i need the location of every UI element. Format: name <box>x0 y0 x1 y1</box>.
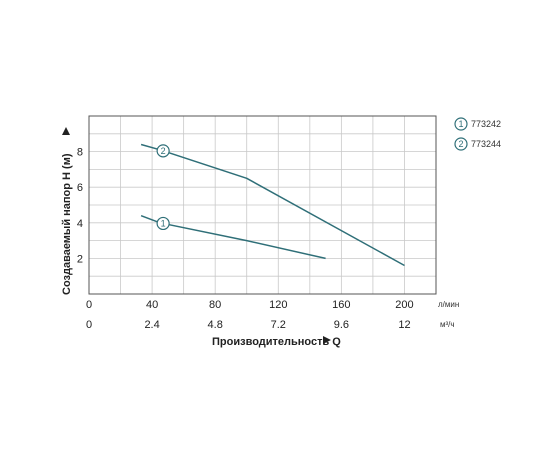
x-tick-label-secondary: 0 <box>86 319 92 331</box>
x-axis-title: Производительность Q <box>212 336 341 348</box>
x-tick-label-secondary: 2.4 <box>144 319 159 331</box>
legend-entry-label: 773242 <box>471 119 501 129</box>
x-unit-primary: л/мин <box>438 300 459 309</box>
series-lines <box>140 143 405 267</box>
series-marker-2 <box>156 144 170 158</box>
x-tick-label-secondary: 7.2 <box>271 319 286 331</box>
legend-marker-label: 2 <box>458 139 463 149</box>
legend-marker-label: 1 <box>458 119 463 129</box>
x-axis-arrow-icon <box>323 336 331 344</box>
x-axis-title-text: Производительность Q <box>212 336 341 348</box>
y-axis-arrow-icon <box>62 127 70 135</box>
x-tick-label-primary: 120 <box>269 299 287 311</box>
y-tick-label: 6 <box>77 182 83 194</box>
x-tick-label-primary: 40 <box>146 299 158 311</box>
series-marker-label: 2 <box>161 146 166 156</box>
legend-entry-label: 773244 <box>471 139 501 149</box>
x-tick-label-primary: 160 <box>332 299 350 311</box>
x-tick-labels-primary: 0 40 80 120 160 200 <box>86 299 414 311</box>
legend-marker <box>454 137 468 151</box>
series-marker-1 <box>156 216 170 231</box>
x-tick-label-secondary: 9.6 <box>334 319 349 331</box>
x-tick-label-secondary: 4.8 <box>208 319 223 331</box>
y-axis-title: Создаваемый напор H (м) <box>61 127 73 295</box>
y-tick-labels: 2 4 6 8 <box>77 147 83 266</box>
x-tick-label-primary: 200 <box>395 299 413 311</box>
x-tick-label-primary: 0 <box>86 299 92 311</box>
series-markers: 12 <box>156 144 170 231</box>
y-tick-label: 2 <box>77 253 83 265</box>
y-axis-title-text: Создаваемый напор H (м) <box>61 153 73 295</box>
x-tick-label-secondary: 12 <box>398 319 410 331</box>
x-tick-labels-secondary: 0 2.4 4.8 7.2 9.6 12 <box>86 319 411 331</box>
y-tick-label: 8 <box>77 147 83 159</box>
x-unit-secondary: м³/ч <box>440 320 455 329</box>
series-line-773244 <box>140 143 405 267</box>
series-line-773242 <box>140 214 326 260</box>
series-marker-label: 1 <box>161 219 166 229</box>
grid <box>89 116 436 294</box>
legend: 1 773242 2 773244 <box>454 117 501 151</box>
plot-frame <box>88 115 437 295</box>
y-tick-label: 4 <box>77 218 83 230</box>
x-tick-label-primary: 80 <box>209 299 221 311</box>
legend-marker <box>454 117 468 131</box>
